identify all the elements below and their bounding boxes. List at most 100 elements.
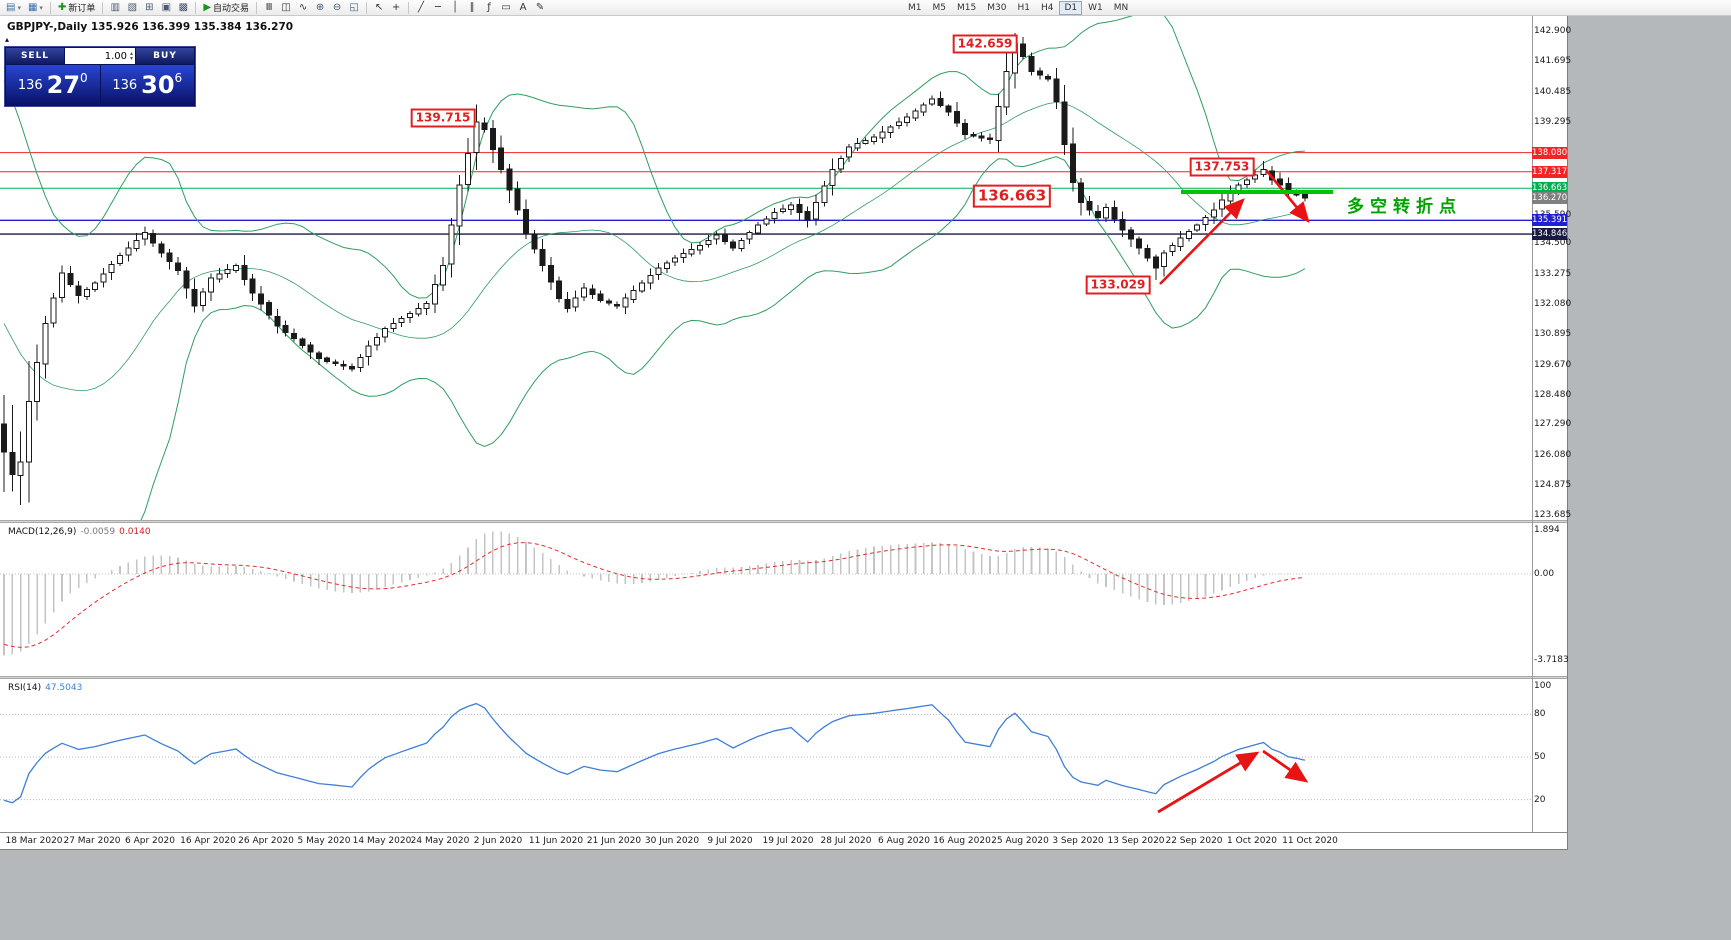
last-price-box: 136.270 bbox=[1532, 192, 1568, 204]
terminal-icon: ▣ bbox=[161, 1, 172, 13]
fibonacci-button[interactable]: ƒ bbox=[481, 1, 497, 15]
sell-button[interactable]: SELL bbox=[6, 48, 64, 64]
price-tick-label: 129.670 bbox=[1534, 360, 1572, 370]
candle-chart-icon: ◫ bbox=[281, 1, 291, 13]
autotrading-button[interactable]: ▶ 自动交易 bbox=[200, 1, 252, 15]
rsi-axis-label: 20 bbox=[1534, 795, 1546, 805]
autotrading-play-icon: ▶ bbox=[203, 1, 212, 13]
timeframe-button-m1[interactable]: M1 bbox=[908, 3, 922, 13]
date-label: 9 Jul 2020 bbox=[707, 836, 753, 846]
date-label: 27 Mar 2020 bbox=[63, 836, 121, 846]
rsi-value: 47.5043 bbox=[45, 683, 83, 693]
candle-chart-button[interactable]: ◫ bbox=[278, 1, 294, 15]
new-order-icon: ✚ bbox=[57, 1, 67, 13]
rsi-axis-label: 50 bbox=[1534, 752, 1546, 762]
rsi-label: RSI(14) bbox=[8, 683, 42, 693]
market-watch-button[interactable]: ▥ bbox=[107, 1, 123, 15]
new-order-button[interactable]: ✚ 新订单 bbox=[55, 1, 98, 15]
sell-price-button[interactable]: 136 27 0 bbox=[6, 65, 100, 105]
channel-button[interactable]: ∥ bbox=[464, 1, 480, 15]
vertical-line-button[interactable]: │ bbox=[447, 1, 463, 15]
bar-chart-button[interactable]: Ⅲ bbox=[261, 1, 277, 15]
rsi-chart[interactable] bbox=[0, 679, 1567, 831]
toolbar-separator bbox=[408, 1, 410, 14]
line-chart-icon: ∿ bbox=[298, 1, 308, 13]
profiles-button[interactable]: ▦ ▾ bbox=[25, 1, 46, 15]
macd-chart[interactable] bbox=[0, 523, 1567, 676]
timeframe-button-w1[interactable]: W1 bbox=[1088, 3, 1103, 13]
date-label: 21 Jun 2020 bbox=[586, 836, 642, 846]
timeframe-button-h4[interactable]: H4 bbox=[1040, 3, 1054, 13]
zoom-in-icon: ⊕ bbox=[315, 1, 325, 13]
data-window-button[interactable]: ▧ bbox=[124, 1, 140, 15]
pencil-icon: ✎ bbox=[535, 1, 545, 13]
date-label: 1 Oct 2020 bbox=[1227, 836, 1277, 846]
new-order-label: 新订单 bbox=[68, 4, 96, 14]
toolbar-separator bbox=[366, 1, 368, 14]
timeframe-button-mn[interactable]: MN bbox=[1113, 3, 1129, 13]
price-chart[interactable]: 多空转折点 bbox=[0, 16, 1567, 520]
lot-down-icon[interactable]: ▾ bbox=[129, 55, 133, 62]
new-chart-button[interactable]: ▤ ▾ bbox=[3, 1, 24, 15]
zoom-out-button[interactable]: ⊖ bbox=[329, 1, 345, 15]
candles-layer bbox=[1, 33, 1308, 505]
line-chart-button[interactable]: ∿ bbox=[295, 1, 311, 15]
trendline-button[interactable]: ╱ bbox=[413, 1, 429, 15]
price-annotation: 133.029 bbox=[1085, 275, 1151, 295]
terminal-button[interactable]: ▣ bbox=[158, 1, 174, 15]
crosshair-button[interactable]: + bbox=[388, 1, 404, 15]
lot-size-input[interactable]: 1.00 ▴ ▾ bbox=[65, 48, 135, 64]
lot-up-icon[interactable]: ▴ bbox=[129, 50, 133, 57]
macd-signal-value: 0.0140 bbox=[119, 527, 151, 537]
date-label: 2 Jun 2020 bbox=[473, 836, 523, 846]
rsi-trend-arrow[interactable] bbox=[1262, 749, 1309, 783]
macd-value: -0.0059 bbox=[80, 527, 116, 537]
text-tool-button[interactable]: A bbox=[515, 1, 531, 15]
price-tick-label: 123.685 bbox=[1534, 510, 1572, 520]
date-label: 18 Mar 2020 bbox=[5, 836, 63, 846]
price-tick-label: 141.695 bbox=[1534, 56, 1572, 66]
timeframe-button-m5[interactable]: M5 bbox=[932, 3, 947, 13]
timeframe-toolbar: M1 M5 M15 M30 H1 H4 D1 W1 MN bbox=[903, 1, 1133, 15]
hline-price-box: 138.080 bbox=[1532, 147, 1568, 159]
date-label: 26 Apr 2020 bbox=[238, 836, 294, 846]
zoom-in-button[interactable]: ⊕ bbox=[312, 1, 328, 15]
price-tick-label: 133.275 bbox=[1534, 269, 1572, 279]
rsi-header: RSI(14) 47.5043 bbox=[8, 683, 86, 693]
strategy-tester-button[interactable]: ▩ bbox=[175, 1, 191, 15]
date-label: 22 Sep 2020 bbox=[1165, 836, 1223, 846]
cursor-button[interactable]: ↖ bbox=[371, 1, 387, 15]
navigator-button[interactable]: ⊞ bbox=[141, 1, 157, 15]
date-label: 6 Apr 2020 bbox=[125, 836, 175, 846]
shapes-button[interactable]: ▭ bbox=[498, 1, 514, 15]
arrows-tool-button[interactable]: ✎ bbox=[532, 1, 548, 15]
strategy-tester-icon: ▩ bbox=[178, 1, 189, 13]
trend-arrow[interactable] bbox=[1264, 169, 1310, 224]
macd-axis-label: -3.7183 bbox=[1534, 655, 1569, 665]
oneclick-collapse-icon[interactable]: ▴ bbox=[5, 35, 10, 44]
timeframe-button-m30[interactable]: M30 bbox=[987, 3, 1007, 13]
price-tick-label: 124.875 bbox=[1534, 480, 1572, 490]
tile-windows-icon: ◱ bbox=[349, 1, 359, 13]
timeframe-button-d1[interactable]: D1 bbox=[1059, 1, 1083, 15]
horizontal-line-button[interactable]: ─ bbox=[430, 1, 446, 15]
buy-price-button[interactable]: 136 30 6 bbox=[100, 65, 194, 105]
macd-signal-line bbox=[3, 542, 1305, 648]
panel-separator[interactable] bbox=[0, 676, 1567, 679]
macd-header: MACD(12,26,9) -0.0059 0.0140 bbox=[8, 527, 155, 537]
timeframe-button-h1[interactable]: H1 bbox=[1017, 3, 1030, 13]
toolbar-separator bbox=[49, 1, 51, 14]
data-window-icon: ▧ bbox=[127, 1, 138, 13]
date-label: 11 Jun 2020 bbox=[528, 836, 584, 846]
timeframe-button-m15[interactable]: M15 bbox=[957, 3, 977, 13]
buy-button[interactable]: BUY bbox=[136, 48, 194, 64]
date-label: 19 Jul 2020 bbox=[762, 836, 814, 846]
time-axis[interactable]: 18 Mar 2020 27 Mar 2020 6 Apr 2020 16 Apr 2… bbox=[0, 832, 1567, 849]
bollinger-middle-band bbox=[3, 101, 1306, 392]
trend-arrow[interactable] bbox=[1159, 198, 1245, 285]
tile-windows-button[interactable]: ◱ bbox=[346, 1, 362, 15]
panel-separator[interactable] bbox=[0, 520, 1567, 523]
toolbar: ▤ ▾ ▦ ▾ ✚ 新订单 ▥ ▧ ⊞ ▣ ▩ ▶ 自动交易 Ⅲ ◫ ∿ ⊕ ⊖… bbox=[0, 0, 1731, 16]
price-tick-label: 128.480 bbox=[1534, 390, 1572, 400]
rsi-trend-arrow[interactable] bbox=[1157, 751, 1260, 814]
